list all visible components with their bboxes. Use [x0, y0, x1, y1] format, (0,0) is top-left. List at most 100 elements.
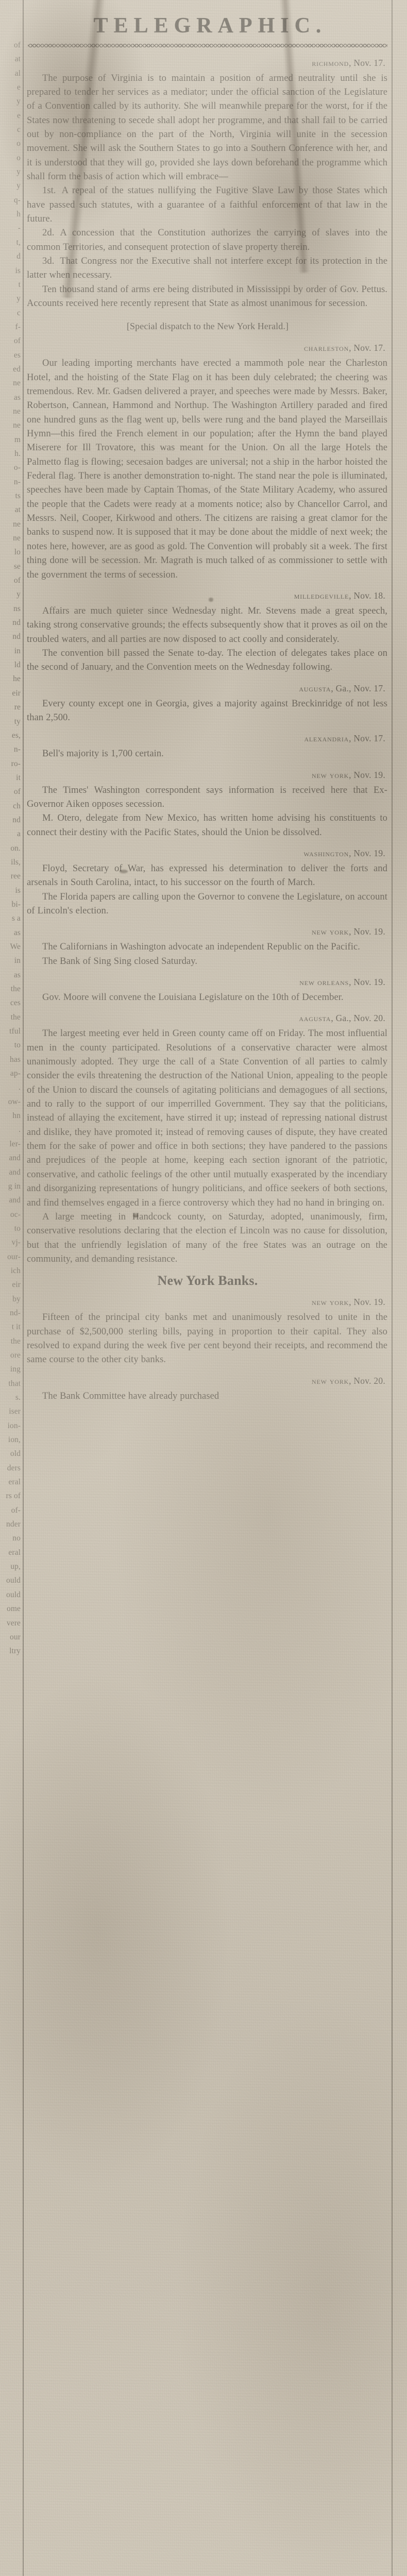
dateline-place: New York — [312, 769, 349, 780]
gutter-fragment: ltry — [9, 1647, 21, 1656]
gutter-fragment: nd- — [10, 1308, 21, 1317]
gutter-fragment: ich — [10, 1266, 21, 1275]
numbered-demand-item: 1st. A repeal of the statues nullifying t… — [27, 183, 387, 226]
item-text: A concession that the Constitution autho… — [27, 227, 387, 252]
gutter-fragment: and — [9, 1167, 21, 1177]
gutter-fragment: c — [17, 125, 21, 134]
column-rule-left — [23, 0, 24, 2576]
telegraphic-dispatch: Richmond, Nov. 17. The purpose of Virgini… — [27, 55, 388, 311]
gutter-fragment: by — [12, 1294, 21, 1303]
gutter-fragment: rs of — [6, 1492, 21, 1501]
dateline-date: , Nov. 19. — [349, 1297, 385, 1308]
section-heading-new-york-banks: New York Banks. — [157, 1273, 258, 1289]
gutter-fragment: y — [16, 294, 21, 303]
numbered-demand-item: 3d. That Congress nor the Executive shall… — [27, 254, 387, 282]
dateline-date: , Ga., Nov. 17. — [331, 683, 385, 693]
gutter-fragment: to — [14, 1224, 21, 1233]
gutter-fragment: lo — [14, 548, 21, 557]
telegraphic-dispatch: Augusta, Ga., Nov. 17. Every county excep… — [27, 681, 388, 725]
gutter-fragment: of- — [11, 1505, 21, 1515]
telegraphic-dispatch: New York, Nov. 19. The Times' Washington … — [27, 767, 388, 839]
body-paragraph: The Californians in Washington advocate … — [42, 941, 360, 953]
body-paragraph: The purpose of Virginia is to maintain a… — [27, 72, 387, 182]
gutter-fragment: vere — [6, 1618, 21, 1628]
gutter-fragment: has — [10, 1055, 21, 1064]
gutter-fragment: ion, — [8, 1435, 21, 1445]
gutter-fragment: nder — [6, 1520, 21, 1529]
gutter-fragment: of — [13, 787, 21, 796]
item-text: A repeal of the statues nullifying the F… — [27, 185, 387, 224]
dateline: Richmond, Nov. 17. — [27, 55, 385, 71]
gutter-fragment: iser — [9, 1407, 21, 1416]
dateline: New Orleans, Nov. 19. — [27, 974, 385, 990]
gutter-fragment: no — [12, 1534, 21, 1543]
dateline-date: , Nov. 19. — [349, 926, 385, 937]
gutter-fragment: es — [13, 350, 21, 360]
dateline-place: Aagusta — [299, 1013, 331, 1024]
gutter-fragment: ne — [13, 406, 21, 416]
gutter-fragment: eral — [8, 1548, 21, 1557]
body-paragraph: Floyd, Secretary of War, has expressed h… — [27, 862, 387, 888]
dateline-place: Richmond — [312, 57, 349, 68]
telegraphic-dispatch: Washington, Nov. 19. Floyd, Secretary of … — [27, 845, 388, 918]
gutter-fragment: ty — [14, 717, 21, 726]
gutter-fragment: as — [13, 928, 21, 937]
gutter-fragment: y — [16, 590, 21, 599]
gutter-fragment: . — [19, 1083, 21, 1092]
telegraphic-dispatch: [Special dispatch to the New York Herald… — [27, 318, 388, 582]
gutter-fragment: ne — [13, 421, 21, 430]
gutter-fragment: ow- — [8, 1097, 21, 1106]
gutter-fragment: d — [16, 252, 21, 261]
gutter-fragment: and — [9, 1196, 21, 1205]
dateline: New York, Nov. 19. — [27, 924, 385, 939]
gutter-fragment: hn — [12, 1111, 21, 1121]
gutter-fragment: ders — [7, 1463, 21, 1472]
dateline-date: , Nov. 17. — [349, 343, 385, 353]
gutter-fragment: ore — [10, 1350, 21, 1360]
wavy-divider-rule — [28, 42, 387, 49]
gutter-fragment: old — [10, 1449, 21, 1459]
gutter-fragment: of — [13, 41, 21, 49]
gutter-fragment: is — [15, 886, 21, 895]
dateline-date: , Nov. 19. — [349, 769, 385, 780]
gutter-fragment: as — [13, 970, 21, 979]
gutter-fragment: ould — [6, 1590, 21, 1599]
gutter-fragment: - — [18, 224, 21, 233]
gutter-fragment: ing — [10, 1365, 21, 1374]
page-title: TELEGRAPHIC. — [93, 14, 327, 38]
gutter-fragment: eral — [8, 1478, 21, 1487]
gutter-fragment: re — [14, 703, 21, 712]
gutter-fragment: e — [17, 83, 21, 92]
gutter-fragment: ler- — [9, 1139, 21, 1148]
gutter-fragment: es, — [11, 731, 21, 740]
dateline-place: Milledgeville — [294, 590, 349, 601]
gutter-fragment: ro- — [11, 759, 21, 768]
body-paragraph: Every county except one in Georgia, give… — [27, 698, 387, 723]
dateline-place: Charleston — [303, 343, 349, 353]
dispatch-credit-line: [Special dispatch to the New York Herald… — [126, 321, 289, 332]
column-rule-right — [392, 0, 393, 2576]
dateline: Washington, Nov. 19. — [27, 845, 385, 861]
gutter-fragment: ion- — [7, 1421, 21, 1430]
body-paragraph: The Bank of Sing Sing closed Saturday. — [42, 955, 198, 967]
telegraphic-dispatch: New Orleans, Nov. 19. Gov. Moore will con… — [27, 974, 388, 1004]
gutter-fragment: ch — [13, 801, 21, 810]
gutter-fragment: ome — [7, 1604, 21, 1614]
telegraphic-dispatch: Aagusta, Ga., Nov. 20. The largest meetin… — [27, 1010, 388, 1266]
body-paragraph: Affairs are much quieter since Wednesday… — [27, 605, 387, 645]
gutter-fragment: oc- — [10, 1210, 21, 1219]
body-paragraph: Bell's majority is 1,700 certain. — [42, 748, 164, 759]
gutter-fragment: t it — [11, 1323, 21, 1332]
dateline-place: Washington — [303, 848, 349, 858]
main-column: TELEGRAPHIC. Richmond, Nov. 17. The purpo… — [27, 0, 388, 1403]
gutter-fragment: at — [14, 505, 21, 515]
new-york-banks-dispatch-list: New York, Nov. 19. Fifteen of the princip… — [27, 1294, 388, 1403]
dateline: New York, Nov. 19. — [27, 767, 385, 783]
gutter-fragment: h — [16, 210, 21, 219]
item-text: That Congress nor the Executive shall no… — [27, 255, 387, 281]
gutter-fragment: s. — [15, 1393, 21, 1402]
gutter-fragment: a — [17, 829, 21, 839]
item-marker: 2d. — [42, 227, 55, 239]
gutter-fragment: y — [16, 167, 21, 177]
